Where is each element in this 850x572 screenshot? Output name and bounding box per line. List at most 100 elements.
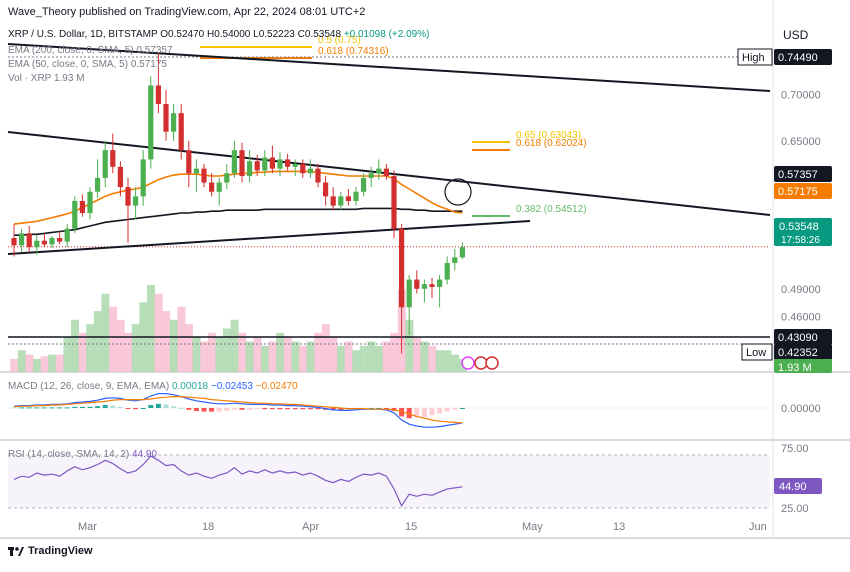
candle-body [307,168,313,174]
fib-level-label: 0.65 (0.63043) [516,130,581,141]
low-label-box [741,343,773,361]
volume-bar [169,319,178,372]
ema200-price-tag: 0.57357 [778,169,818,181]
volume-bar [71,319,79,372]
macd-histogram-bar [155,403,161,408]
macd-histogram-bar [262,408,268,410]
price-axis-label: 0.65000 [781,136,821,148]
candle-body [323,182,329,197]
macd-histogram-bar [231,408,237,410]
volume-bar [367,341,376,372]
candle-body [269,157,275,169]
macd-signal-value: −0.02470 [255,381,298,392]
candle-body [125,187,131,206]
high-label: High [742,52,765,64]
macd-histogram-bar [41,407,47,409]
macd-histogram-value: 0.00018 [171,381,209,392]
volume-bar [124,332,133,372]
candle-body [155,85,161,104]
volume-bar [177,306,186,372]
macd-histogram-bar [95,406,101,408]
volume-bar [245,341,254,372]
candle-body [171,113,177,132]
candle-body [459,247,465,258]
volume-bar [200,341,209,372]
volume-bar [359,345,368,372]
volume-bar [276,332,285,372]
macd-histogram-bar [125,408,131,409]
volume-bar [238,332,247,372]
candle-body [361,177,367,192]
ema50-price-tag-bg [774,183,832,199]
price-axis-label: 0.49000 [781,284,821,296]
macd-histogram-bar [57,407,63,409]
rsi-line [13,455,463,508]
ema50-legend[interactable]: EMA (50, close, 0, SMA, 5) 0.57175 [8,59,167,70]
candle-body [178,113,184,151]
tradingview-logo-icon [8,547,24,556]
fib-level-label: 0.382 (0.54512) [516,204,587,215]
candle-body [414,279,420,289]
volume-bar [352,350,361,372]
macd-histogram-bar [338,408,344,411]
ema200-legend[interactable]: EMA (200, close, 0, SMA, 5) 0.57357 [8,45,173,56]
macd-histogram-bar [79,406,85,408]
candle-body [72,201,78,229]
candle-body [41,240,47,245]
volume-bar [147,285,155,372]
volume-bar [382,341,391,372]
candle-body [163,103,169,132]
volume-bar [40,356,49,372]
candle-body [193,168,199,174]
candle-body [117,166,123,188]
fib-level-label: 0.618 (0.74316) [318,46,389,57]
macd-histogram-bar [87,406,93,408]
macd-histogram-bar [224,408,230,411]
ohlc-open: O0.52470 [160,29,205,40]
candle-body [368,173,374,178]
tradingview-logo[interactable]: TradingView [8,545,93,557]
rsi-legend[interactable]: RSI (14, close, SMA, 14, 2) 44.90 [8,449,157,460]
macd-legend[interactable]: MACD (12, 26, close, 9, EMA, EMA) 0.0001… [8,381,298,392]
volume-bar [86,324,95,372]
x-axis-label: 13 [613,521,625,533]
candle-body [353,191,359,201]
volume-bar [101,293,110,372]
currency-label[interactable]: USD [783,28,809,42]
volume-bar [215,337,224,372]
volume-bar [17,350,26,372]
ema200-line [14,207,463,236]
rsi-value-tag-bg [774,478,822,494]
low-price-tag-bg [774,344,832,360]
volume-legend[interactable]: Vol · XRP 1.93 M [8,73,85,84]
rsi-axis-label: 25.00 [781,503,809,515]
candle-body [140,159,146,197]
volume-bar [131,324,140,372]
macd-histogram-bar [376,408,382,409]
candle-body [383,168,389,177]
macd-histogram-bar [239,408,245,410]
fib-level-label: 0.5 (0.75) [318,35,361,46]
candle-body [239,150,245,177]
event-marker-icon [461,356,475,370]
volume-bar [268,341,277,372]
macd-histogram-bar [429,408,435,416]
volume-bar [185,324,193,372]
macd-histogram-bar [315,408,321,410]
volume-bar [116,319,125,372]
macd-histogram-bar [247,408,253,410]
volume-bar [337,345,345,372]
candle-body [133,196,139,206]
support-price-tag: 0.43090 [778,332,818,344]
publisher-line: Wave_Theory published on TradingView.com… [8,6,366,18]
macd-line [13,393,463,428]
candle-body [292,164,298,167]
volume-bar [78,332,87,372]
price-axis-label: 0.70000 [781,90,821,102]
volume-tag: 1.93 M [778,362,812,374]
macd-histogram-bar [254,408,260,410]
high-price-tag: 0.74490 [778,52,818,64]
candle-body [391,176,397,229]
volume-bar [413,337,421,372]
